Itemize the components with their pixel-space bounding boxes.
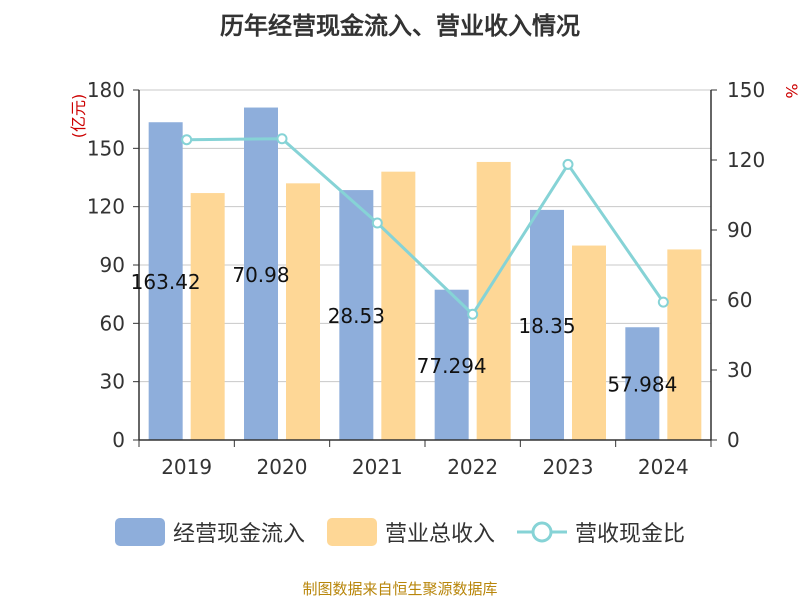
x-tick-label: 2021	[352, 455, 403, 479]
ratio-line	[186, 137, 665, 317]
legend: 经营现金流入 营业总收入 营收现金比	[0, 516, 800, 548]
ratio-point	[562, 158, 574, 170]
bar-revenue	[667, 249, 702, 440]
ratio-point	[657, 296, 669, 308]
bars-layer	[148, 107, 702, 441]
legend-swatch-revenue	[326, 518, 377, 546]
left-tick-label: 150	[87, 136, 125, 160]
bar-revenue	[286, 183, 320, 441]
data-label-cash-inflow: 77.294	[417, 354, 487, 378]
left-tick-label: 60	[100, 311, 125, 335]
bar-cash-inflow	[625, 327, 660, 440]
chart-title: 历年经营现金流入、营业收入情况	[220, 12, 580, 40]
data-label-cash-inflow: 18.35	[518, 314, 575, 338]
right-tick-label: 0	[727, 428, 740, 452]
data-label-cash-inflow: 57.984	[607, 373, 677, 397]
right-tick-label: 30	[727, 358, 752, 382]
left-tick-label: 0	[112, 428, 125, 452]
legend-swatch-cash-inflow	[114, 518, 165, 546]
right-tick-label: 90	[727, 218, 752, 242]
right-tick-label: 120	[727, 148, 765, 172]
legend-label-cash-inflow: 经营现金流入	[172, 522, 305, 547]
bar-revenue	[381, 171, 416, 440]
ratio-point	[181, 134, 193, 146]
x-tick-label: 2023	[543, 455, 594, 479]
left-axis-unit-label: (亿元)	[69, 94, 88, 139]
right-axis-unit-label: %	[782, 83, 800, 98]
bar-cash-inflow	[434, 289, 469, 440]
legend-label-ratio: 营收现金比	[575, 522, 686, 547]
left-tick-label: 180	[87, 78, 125, 102]
x-tick-label: 2019	[161, 455, 212, 479]
x-tick-label: 2024	[638, 455, 689, 479]
source-note: 制图数据来自恒生聚源数据库	[302, 580, 498, 598]
legend-item-cash-inflow[interactable]: 经营现金流入	[114, 516, 305, 548]
legend-label-revenue: 营业总收入	[384, 522, 495, 547]
ratio-point	[371, 217, 383, 229]
legend-swatch-ratio	[517, 521, 567, 543]
grid-layer	[139, 89, 711, 383]
ratio-point	[276, 133, 288, 145]
bar-revenue	[190, 193, 225, 440]
right-tick-label: 60	[727, 288, 752, 312]
data-label-cash-inflow: 28.53	[328, 304, 385, 328]
left-tick-label: 120	[87, 195, 125, 219]
bar-revenue	[572, 245, 606, 440]
legend-item-ratio[interactable]: 营收现金比	[517, 516, 685, 548]
bar-cash-inflow	[339, 190, 374, 440]
right-tick-label: 150	[727, 78, 765, 102]
x-tick-label: 2022	[447, 455, 498, 479]
labels-layer: 163.42 70.98 28.53 77.294 18.35 57.984	[131, 263, 678, 397]
left-tick-label: 30	[100, 370, 125, 394]
bar-cash-inflow	[148, 122, 183, 440]
bar-cash-inflow	[530, 209, 564, 440]
ratio-point	[467, 308, 479, 320]
legend-item-revenue[interactable]: 营业总收入	[326, 516, 495, 548]
line-layer	[181, 133, 669, 320]
left-tick-label: 90	[100, 253, 125, 277]
data-label-cash-inflow: 163.42	[131, 270, 201, 294]
bar-cash-inflow	[244, 107, 278, 441]
data-label-cash-inflow: 70.98	[232, 263, 289, 287]
x-tick-label: 2020	[257, 455, 308, 479]
